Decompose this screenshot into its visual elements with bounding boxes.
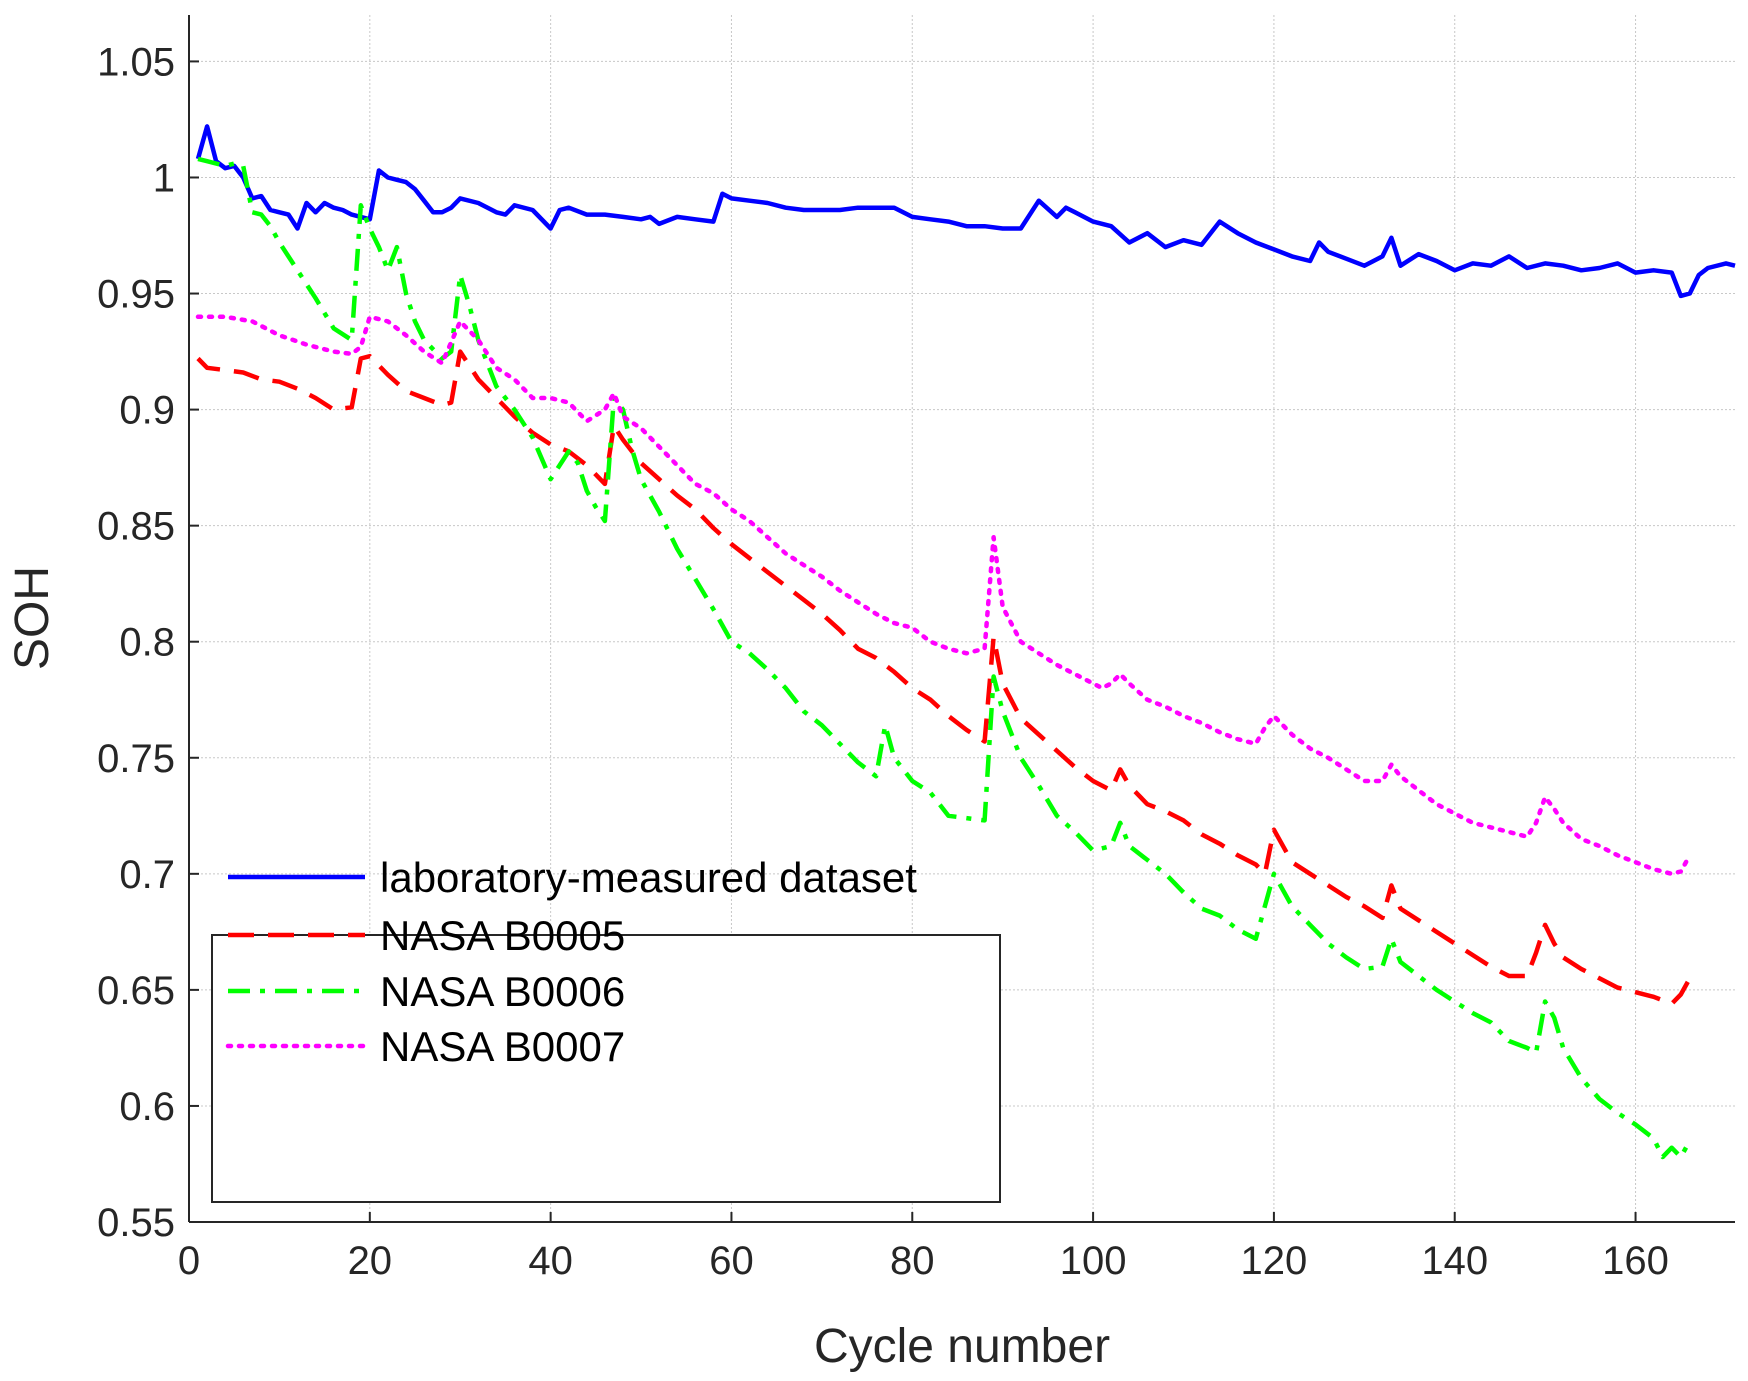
y-tick-label: 0.6 <box>119 1085 175 1129</box>
legend-label: NASA B0005 <box>380 912 625 959</box>
x-axis-ticks: 0 20 40 60 80 100 120 140 160 <box>178 1212 1669 1283</box>
y-tick-label: 0.9 <box>119 389 175 433</box>
axes <box>188 15 1735 1223</box>
y-tick-label: 0.85 <box>97 505 175 549</box>
legend-box <box>211 934 1001 1203</box>
legend-label: laboratory-measured dataset <box>380 854 917 901</box>
y-tick-label: 0.75 <box>97 737 175 781</box>
series-line-3 <box>197 156 1692 1160</box>
series-lines <box>195 124 1736 1160</box>
y-axis-ticks: 0.55 0.6 0.65 0.7 0.75 0.8 0.85 0.9 0.95 1 1.05 <box>97 40 199 1245</box>
y-tick-label: 0.55 <box>97 1201 175 1245</box>
x-tick-label: 100 <box>1060 1239 1127 1283</box>
legend-label: NASA B0006 <box>380 968 625 1015</box>
y-tick-label: 1 <box>153 156 175 200</box>
y-axis-title: SOH <box>6 566 59 670</box>
x-tick-label: 60 <box>709 1239 754 1283</box>
legend: laboratory-measured dataset NASA B0005 NAS… <box>211 854 1001 1203</box>
x-tick-label: 80 <box>890 1239 935 1283</box>
series-line-1 <box>195 124 1736 299</box>
series-line-4 <box>195 314 1693 877</box>
y-tick-label: 0.95 <box>97 273 175 317</box>
y-tick-label: 0.65 <box>97 969 175 1013</box>
legend-entries: laboratory-measured dataset NASA B0005 NAS… <box>225 854 917 1070</box>
legend-label: NASA B0007 <box>380 1023 625 1070</box>
y-tick-label: 0.7 <box>119 853 175 897</box>
x-tick-label: 20 <box>348 1239 393 1283</box>
x-tick-label: 160 <box>1602 1239 1669 1283</box>
x-tick-label: 40 <box>528 1239 573 1283</box>
x-tick-label: 140 <box>1421 1239 1488 1283</box>
x-tick-label: 120 <box>1241 1239 1308 1283</box>
x-axis-title: Cycle number <box>814 1320 1110 1373</box>
y-tick-label: 1.05 <box>97 40 175 84</box>
y-tick-label: 0.8 <box>119 621 175 665</box>
x-tick-label: 0 <box>178 1239 200 1283</box>
